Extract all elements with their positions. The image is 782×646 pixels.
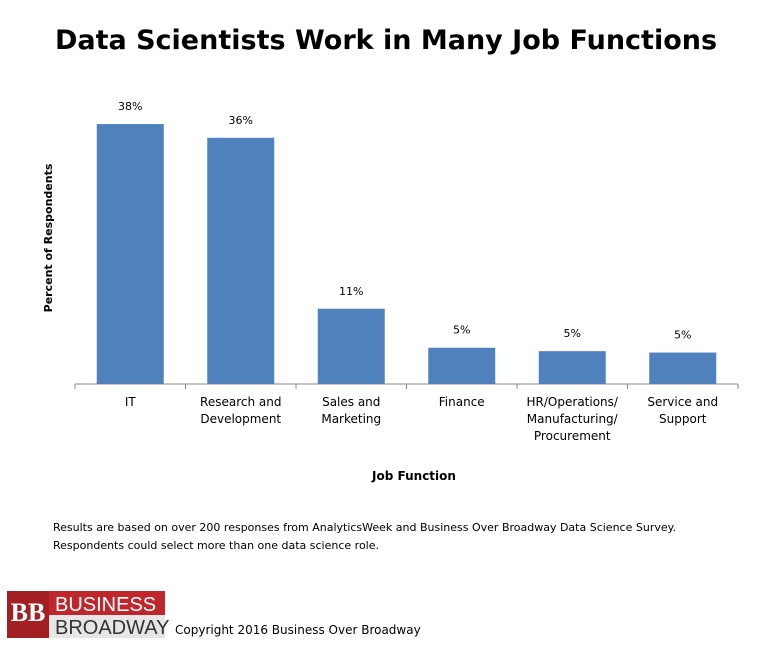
footnote: Respondents could select more than one d… [53,539,379,552]
y-axis-label: Percent of Respondents [42,163,55,312]
copyright: Copyright 2016 Business Over Broadway [175,623,421,637]
logo-mark-box [7,591,49,638]
x-tick-label: HR/Operations/ Manufacturing/ Procuremen… [526,395,618,443]
x-tick-label: Finance [438,395,485,409]
bar [538,351,606,384]
logo-text: BROADWAY [55,617,169,639]
logo-mark: BB [11,598,46,627]
x-tick-label: Service and Support [647,395,719,426]
bar [428,347,496,384]
x-tick-label: Research and Development [200,395,282,426]
bar [207,137,275,384]
data-label: 5% [674,329,691,342]
x-tick-label: Sales and Marketing [321,395,382,426]
bar [649,352,717,384]
x-tick-label: IT [124,395,136,409]
footnote: Results are based on over 200 responses … [53,521,676,534]
data-label: 5% [453,324,470,337]
bar [317,308,385,384]
chart-title: Data Scientists Work in Many Job Functio… [55,25,717,56]
data-label: 36% [229,114,253,127]
data-label: 5% [564,327,581,340]
logo-text: BUSINESS [55,594,156,616]
x-axis-label: Job Function [371,469,456,483]
data-label: 38% [118,100,142,113]
data-label: 11% [339,285,363,298]
bar [96,124,164,384]
